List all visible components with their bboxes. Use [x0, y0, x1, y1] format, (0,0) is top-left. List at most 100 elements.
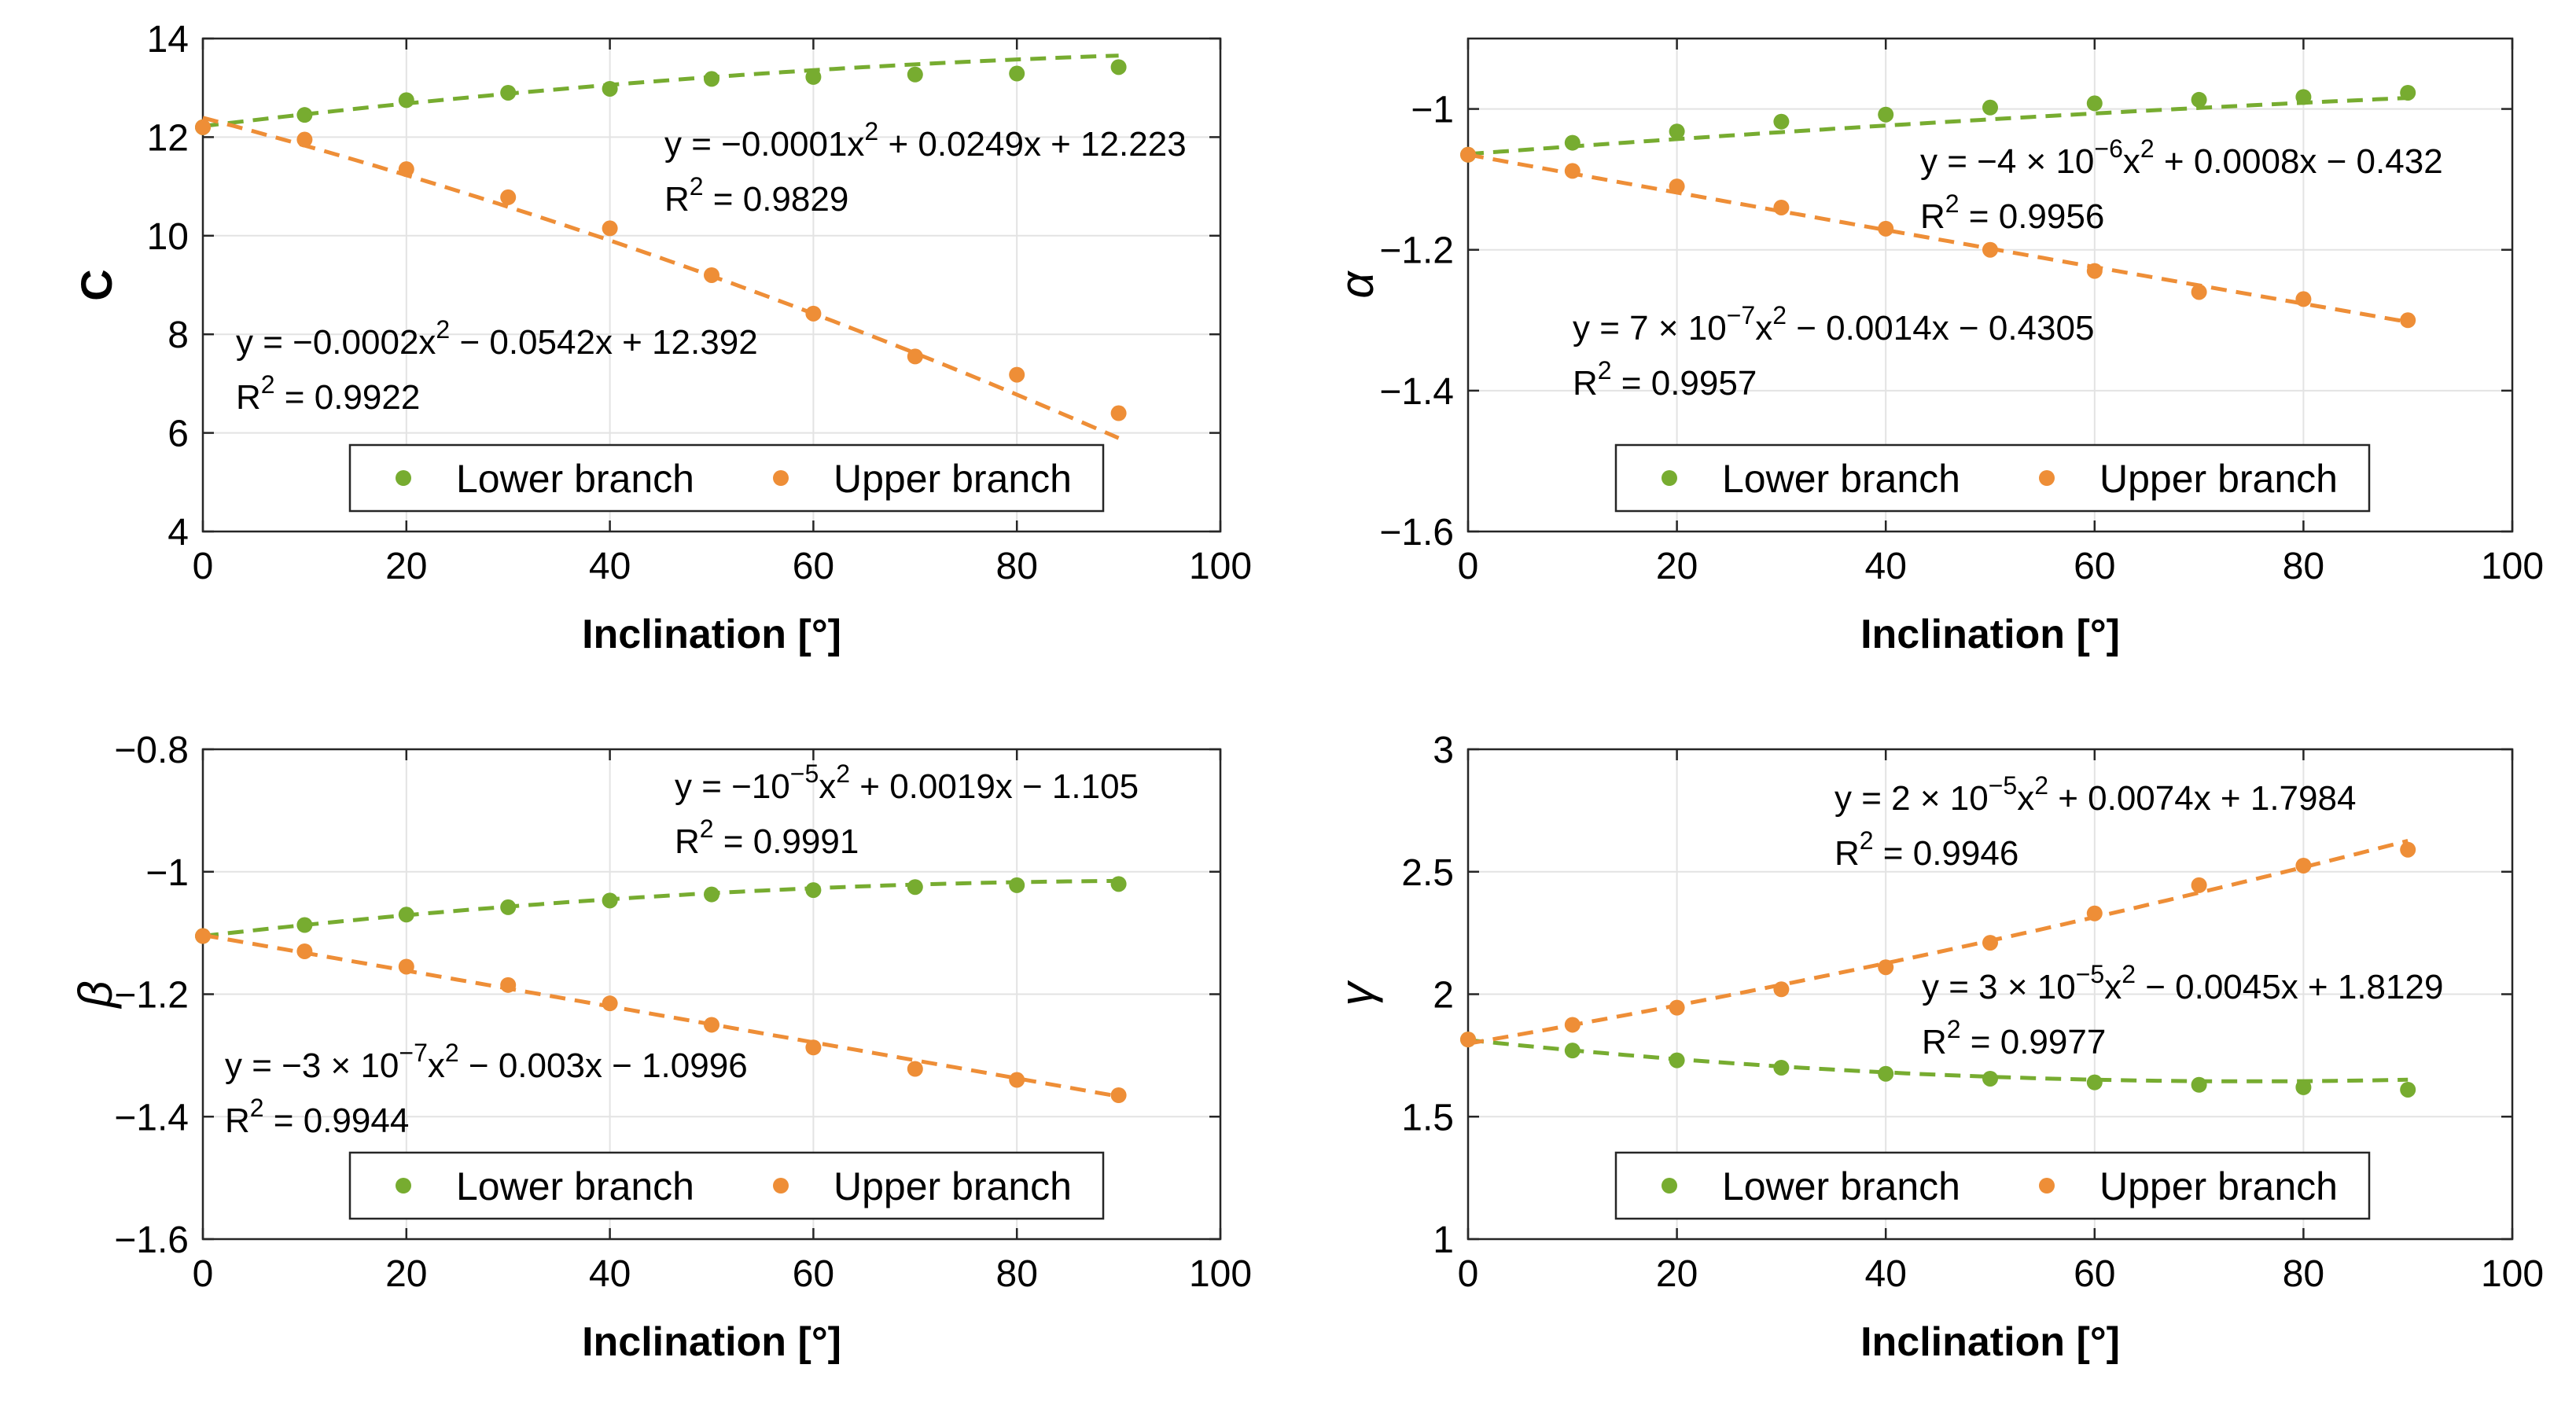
- lower-branch-fit-line: [202, 878, 1119, 938]
- lower-branch-point: [1564, 134, 1581, 151]
- lower-branch-point: [704, 71, 719, 87]
- y-axis-label: α: [1330, 270, 1383, 299]
- upper-branch-fit-line: [202, 116, 1120, 440]
- y-axis-label: C: [72, 269, 121, 300]
- upper-branch-point: [2295, 857, 2312, 874]
- lower-branch-fit-line: [1467, 1038, 2409, 1083]
- x-axis-label: Inclination [°]: [582, 1319, 841, 1365]
- upper-branch-point: [1669, 999, 1685, 1016]
- legend-marker-upper: [773, 1178, 789, 1194]
- upper-branch-point: [1009, 366, 1025, 383]
- legend-marker-upper: [773, 470, 789, 486]
- upper-branch-point: [907, 348, 923, 365]
- y-tick-label: 6: [167, 414, 189, 455]
- upper-branch-point: [602, 220, 618, 237]
- x-tick-label: 0: [193, 546, 214, 587]
- lower-branch-point: [1773, 1059, 1790, 1076]
- y-tick-label: 8: [167, 314, 189, 356]
- lower-branch-equation: y = −10−5x2 + 0.0019x − 1.105: [675, 760, 1139, 806]
- upper-branch-point: [500, 977, 517, 993]
- legend-box: [348, 1151, 1105, 1220]
- y-tick-label: −1.2: [114, 975, 189, 1017]
- legend-marker-lower: [1662, 1178, 1677, 1194]
- y-tick-label: 1.5: [1401, 1097, 1454, 1138]
- lower-branch-r2: R2 = 0.9977: [1922, 1015, 2106, 1061]
- legend-label-upper: Upper branch: [2099, 1164, 2338, 1208]
- lower-branch-point: [296, 107, 313, 123]
- y-tick-label: 2: [1433, 975, 1454, 1017]
- upper-branch-r2: R2 = 0.9946: [1834, 826, 2018, 873]
- lower-branch-fit-line: [202, 53, 1119, 128]
- legend-marker-lower: [396, 470, 411, 486]
- lower-branch-r2: R2 = 0.9991: [675, 815, 859, 861]
- x-tick-label: 20: [1656, 546, 1698, 587]
- x-tick-label: 60: [793, 1253, 834, 1295]
- legend-marker-upper: [2039, 1178, 2055, 1194]
- legend-box: [348, 443, 1105, 513]
- upper-branch-point: [1982, 935, 1998, 951]
- upper-branch-point: [1878, 220, 1894, 237]
- upper-branch-equation: y = 7 × 10−7x2 − 0.0014x − 0.4305: [1573, 301, 2094, 348]
- upper-branch-point: [1110, 405, 1127, 421]
- lower-branch-point: [2295, 89, 2312, 105]
- upper-branch-point: [1110, 1087, 1127, 1103]
- upper-branch-point: [2086, 905, 2103, 921]
- lower-branch-point: [2086, 95, 2103, 112]
- upper-branch-point: [1773, 981, 1790, 998]
- upper-branch-point: [907, 1061, 923, 1077]
- legend: Lower branch Upper branch: [1614, 1151, 2371, 1220]
- lower-branch-point: [398, 907, 414, 923]
- lower-branch-point: [296, 917, 313, 933]
- x-tick-label: 100: [1189, 1253, 1252, 1295]
- y-tick-label: 3: [1433, 730, 1454, 771]
- legend-box: [1614, 443, 2371, 513]
- y-tick-label: −1: [145, 852, 189, 894]
- upper-branch-point: [1982, 241, 1998, 258]
- upper-branch-point: [2400, 312, 2416, 329]
- subplot-2: 0 20 40 60 80 100 −1.6 −1.4 −1.2 −1 Inclination [°…: [1330, 37, 2544, 657]
- x-tick-label: 80: [2283, 546, 2324, 587]
- lower-branch-point: [1564, 1043, 1581, 1059]
- upper-branch-point: [195, 928, 211, 944]
- y-tick-label: 1: [1433, 1219, 1454, 1261]
- x-tick-label: 80: [996, 1253, 1038, 1295]
- upper-branch-point: [1878, 959, 1894, 976]
- lower-branch-point: [704, 886, 719, 903]
- legend-label-lower: Lower branch: [1722, 457, 1960, 501]
- x-tick-label: 80: [2283, 1253, 2324, 1295]
- legend-box: [1614, 1151, 2371, 1220]
- x-axis-label: Inclination [°]: [1860, 1319, 2120, 1365]
- x-tick-label: 20: [1656, 1253, 1698, 1295]
- y-tick-label: 4: [167, 512, 189, 554]
- axes-frame: [201, 37, 1222, 533]
- legend-label-upper: Upper branch: [2099, 457, 2338, 501]
- x-axis-label: Inclination [°]: [1860, 612, 2120, 657]
- x-axis-label: Inclination [°]: [582, 612, 841, 657]
- lower-branch-point: [2086, 1074, 2103, 1091]
- lower-branch-point: [1982, 99, 1998, 116]
- lower-branch-fit-line: [1467, 96, 2409, 156]
- upper-branch-fit-line: [1467, 153, 2409, 324]
- lower-branch-point: [907, 66, 923, 83]
- lower-branch-point: [2400, 84, 2416, 101]
- legend-label-upper: Upper branch: [834, 1164, 1072, 1208]
- y-tick-label: −1.6: [114, 1219, 189, 1261]
- x-tick-label: 0: [1458, 1253, 1479, 1295]
- lower-branch-point: [805, 68, 822, 85]
- lower-branch-point: [602, 892, 618, 909]
- y-tick-label: 12: [147, 117, 189, 159]
- x-tick-label: 40: [1865, 1253, 1907, 1295]
- legend-marker-lower: [396, 1178, 411, 1194]
- legend: Lower branch Upper branch: [348, 443, 1105, 513]
- lower-branch-equation: y = −4 × 10−6x2 + 0.0008x − 0.432: [1920, 134, 2443, 181]
- lower-branch-point: [1878, 1065, 1894, 1082]
- x-tick-label: 100: [1189, 546, 1252, 587]
- legend-label-lower: Lower branch: [456, 1164, 694, 1208]
- x-tick-label: 0: [1458, 546, 1479, 587]
- x-tick-label: 20: [385, 1253, 427, 1295]
- upper-branch-point: [2400, 841, 2416, 858]
- upper-branch-point: [2295, 291, 2312, 307]
- upper-branch-equation: y = −3 × 10−7x2 − 0.003x − 1.0996: [225, 1039, 748, 1085]
- y-tick-label: −1.4: [1379, 371, 1454, 413]
- lower-branch-point: [1009, 65, 1025, 82]
